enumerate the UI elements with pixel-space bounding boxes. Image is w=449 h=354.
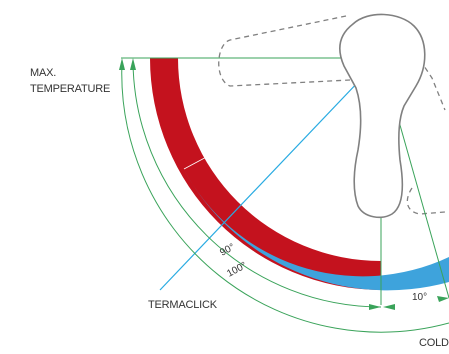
termaclick-line	[159, 57, 382, 291]
arrow-100-top	[119, 58, 125, 70]
angle-90-label: 90°	[218, 242, 237, 259]
angle-100-label: 100°	[225, 260, 248, 279]
cold-label: COLD	[419, 337, 449, 349]
dashed-handle-outline-right-icon	[419, 59, 446, 111]
dimension-arc-100	[121, 61, 449, 333]
hot-range-band	[150, 58, 381, 290]
max-temperature-label-line1: MAX.	[30, 67, 56, 79]
dashed-handle-outline-lower-icon	[406, 187, 446, 215]
cool-range-band	[183, 168, 449, 291]
angle-10-label: 10°	[412, 292, 427, 303]
max-temperature-label-line2: TEMPERATURE	[30, 83, 110, 95]
dimension-arc-90	[132, 61, 382, 308]
arrow-10-left	[383, 304, 395, 310]
arrow-90-bottom	[369, 304, 381, 310]
termaclick-label: TERMACLICK	[148, 299, 218, 311]
dashed-handle-outline-icon	[218, 15, 351, 87]
band-separator	[183, 153, 213, 170]
arrow-10-right	[437, 296, 449, 302]
arrow-90-top	[130, 58, 136, 70]
mixer-handle-icon	[339, 13, 426, 219]
